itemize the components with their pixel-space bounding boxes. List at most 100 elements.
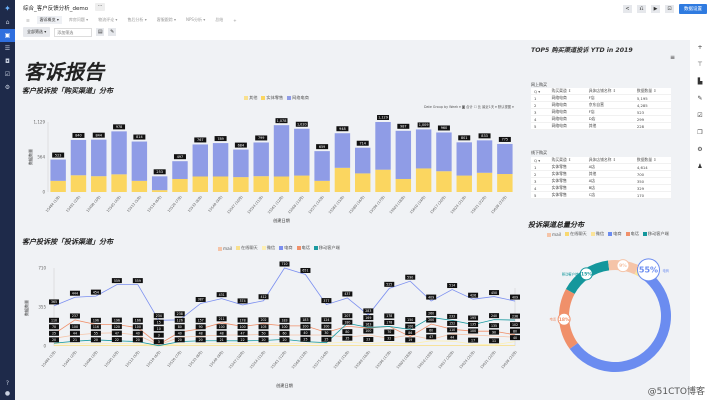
bar-segment[interactable]	[131, 180, 148, 192]
legend-item[interactable]: 网络电商	[287, 95, 309, 101]
bar-segment[interactable]	[334, 167, 351, 192]
bar-segment[interactable]	[111, 174, 127, 192]
menu-icon[interactable]: ☰	[26, 17, 30, 23]
column-header[interactable]: 具体店铺名称 ⇕	[585, 88, 634, 95]
table-row[interactable]: 2 网络电商 京东自营 4,285	[531, 101, 671, 109]
share-icon[interactable]: <	[623, 5, 632, 13]
bar-segment[interactable]	[70, 139, 87, 176]
bar-segment[interactable]	[273, 176, 290, 192]
undo-icon[interactable]: ⎌	[637, 5, 646, 13]
bar-segment[interactable]	[273, 125, 290, 177]
legend-item[interactable]: mail	[218, 246, 232, 251]
play-icon[interactable]: ▶	[651, 5, 660, 13]
bar-segment[interactable]	[212, 143, 229, 177]
legend-item[interactable]: 移动客户端	[642, 231, 669, 237]
bar-segment[interactable]	[334, 133, 351, 168]
bar-segment[interactable]	[192, 144, 208, 177]
help-icon[interactable]: ?	[5, 380, 10, 387]
bar-segment[interactable]	[151, 176, 168, 191]
column-header[interactable]: Q ▾	[531, 157, 549, 164]
bar-segment[interactable]	[415, 129, 432, 169]
bar-segment[interactable]	[151, 190, 168, 192]
legend-item[interactable]: 在线聊天	[564, 231, 587, 237]
tab-summary[interactable]: 总结	[215, 17, 224, 22]
chart-icon[interactable]: ▙	[697, 78, 703, 85]
bar-segment[interactable]	[355, 173, 371, 192]
chart1-options[interactable]: Date Group by Week ▾ ◙ 合计 ☐ 比 最近1天 ▾ 默认视…	[424, 105, 514, 109]
copy-icon[interactable]: ❐	[697, 129, 703, 136]
column-header[interactable]: Q ▾	[531, 88, 549, 95]
column-header[interactable]: 数据数量 ⇕	[633, 88, 671, 95]
tab-overview[interactable]: 客诉概览 ▾	[36, 16, 62, 24]
home-icon[interactable]: ⌂	[5, 19, 10, 26]
bar-segment[interactable]	[436, 171, 452, 192]
expand-icon[interactable]: ⊡	[665, 5, 674, 13]
edit-icon[interactable]: ✎	[108, 28, 117, 36]
column-header[interactable]: 购买渠道 ⇕	[548, 88, 586, 95]
legend-item[interactable]: 微信	[590, 231, 604, 237]
bar-segment[interactable]	[233, 149, 249, 178]
legend-item[interactable]: 实体零售	[261, 95, 283, 101]
user-icon[interactable]: ●	[4, 390, 11, 397]
bar-segment[interactable]	[375, 122, 391, 170]
bar-segment[interactable]	[476, 172, 493, 192]
donut-slice[interactable]	[569, 270, 671, 372]
bar-segment[interactable]	[375, 169, 391, 192]
legend-item[interactable]: 移动客户端	[313, 245, 340, 251]
box-icon[interactable]: ◘	[5, 58, 10, 65]
tab-aftersales[interactable]: 售后分析 ▾	[127, 17, 147, 22]
dataset-button[interactable]: 数据设置	[679, 4, 707, 14]
column-header[interactable]: 购买渠道 ⇕	[548, 157, 586, 164]
bar-segment[interactable]	[395, 130, 412, 179]
bar-segment[interactable]	[70, 175, 87, 192]
logo-icon[interactable]: ✦	[4, 3, 11, 13]
table-row[interactable]: 1 实体零售 A店 4,614	[531, 163, 671, 171]
bar-segment[interactable]	[172, 161, 188, 179]
table-row[interactable]: 4 网络电商 D店 299	[531, 115, 671, 123]
table-row[interactable]: 5 实体零售 C店 170	[531, 191, 671, 199]
legend-item[interactable]: 电话	[296, 245, 310, 251]
table-row[interactable]: 5 网络电商 其他 228	[531, 122, 671, 130]
legend-item[interactable]: 微信	[261, 245, 275, 251]
save-icon[interactable]: ▤	[96, 28, 105, 36]
more-button[interactable]: ···	[95, 3, 105, 11]
legend-item[interactable]: 电商	[608, 231, 622, 237]
bar-segment[interactable]	[50, 180, 66, 192]
bar-segment[interactable]	[91, 139, 107, 177]
bar-segment[interactable]	[395, 178, 412, 192]
filter-input[interactable]	[54, 27, 93, 37]
gear-icon[interactable]: ⚙	[4, 84, 11, 91]
tab-nps[interactable]: NPS分析 ▾	[186, 17, 206, 22]
check-icon[interactable]: ☑	[697, 112, 703, 119]
bar-segment[interactable]	[456, 175, 472, 192]
tab-service[interactable]: 客服跟踪 ▾	[156, 17, 176, 22]
legend-item[interactable]: mail	[547, 232, 561, 237]
bar-segment[interactable]	[497, 143, 513, 175]
add-tab-button[interactable]: +	[233, 17, 237, 23]
column-header[interactable]: 具体店铺名称 ⇕	[585, 157, 634, 164]
bar-segment[interactable]	[476, 140, 493, 173]
settings-icon[interactable]: ⚙	[697, 146, 703, 153]
bar-segment[interactable]	[436, 132, 452, 172]
bar-segment[interactable]	[415, 168, 432, 192]
series-line-电商[interactable]	[53, 267, 516, 321]
bar-segment[interactable]	[253, 142, 269, 177]
bar-segment[interactable]	[314, 180, 330, 192]
bar-segment[interactable]	[294, 175, 310, 192]
bar-segment[interactable]	[50, 159, 66, 181]
bar-segment[interactable]	[131, 141, 148, 181]
bar-segment[interactable]	[172, 178, 188, 192]
bar-segment[interactable]	[253, 176, 269, 192]
bar-segment[interactable]	[192, 176, 208, 192]
all-filters-dropdown[interactable]: 全部筛选 ▾	[23, 27, 51, 37]
column-header[interactable]: 数据数量 ⇕	[633, 157, 671, 164]
legend-item[interactable]: 电商	[279, 245, 293, 251]
dashboard-icon[interactable]: ▣	[0, 29, 15, 42]
series-line-微信[interactable]	[53, 340, 516, 347]
bar-segment[interactable]	[91, 176, 107, 192]
bar-segment[interactable]	[355, 147, 371, 174]
table-row[interactable]: 2 实体零售 其他 700	[531, 170, 671, 178]
bar-segment[interactable]	[294, 128, 310, 176]
legend-item[interactable]: 在线聊天	[235, 245, 258, 251]
table-row[interactable]: 1 网络电商 F店 5,195	[531, 94, 671, 102]
